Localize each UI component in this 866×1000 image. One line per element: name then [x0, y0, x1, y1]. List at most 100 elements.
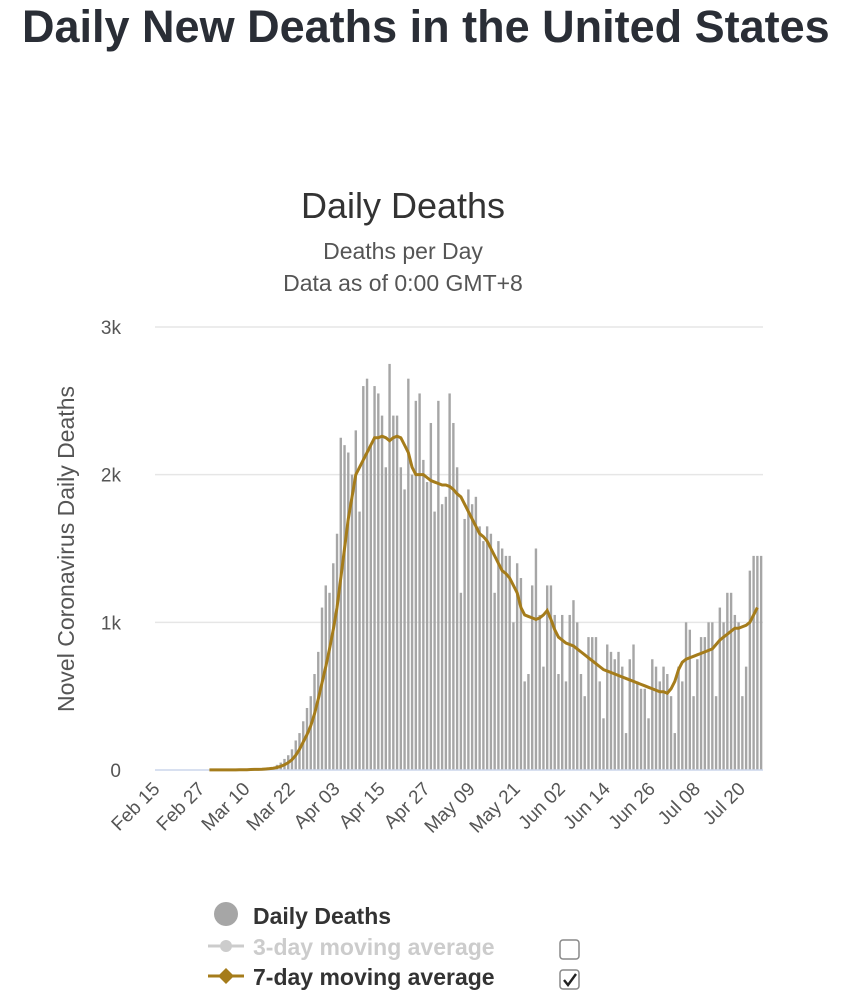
daily-deaths-bar [343, 445, 346, 770]
daily-deaths-bar [328, 592, 331, 770]
daily-deaths-bar [407, 378, 410, 770]
daily-deaths-bar [748, 570, 752, 770]
daily-deaths-bar [759, 555, 763, 770]
daily-deaths-bar [418, 393, 421, 770]
daily-deaths-bar [703, 637, 707, 770]
daily-deaths-bar [399, 467, 403, 770]
daily-deaths-bar [313, 674, 316, 770]
daily-deaths-bar [549, 585, 553, 770]
daily-deaths-bar [309, 696, 312, 770]
daily-deaths-bar [553, 614, 556, 770]
daily-deaths-bar [651, 659, 654, 770]
legend-label-daily-deaths: Daily Deaths [253, 903, 391, 929]
chart-data-timestamp: Data as of 0:00 GMT+8 [283, 270, 523, 296]
daily-deaths-bar [425, 482, 429, 770]
daily-deaths-bar [669, 696, 673, 770]
checkbox-3day-average[interactable] [559, 939, 580, 960]
daily-deaths-bar [636, 681, 639, 770]
daily-deaths-bar [576, 622, 579, 770]
legend-item-daily-deaths[interactable]: Daily Deaths [214, 902, 391, 929]
legend-item-3day-average[interactable]: 3-day moving average [208, 934, 495, 960]
daily-deaths-bar [339, 437, 342, 770]
daily-deaths-bar [470, 504, 474, 770]
daily-deaths-bar [437, 400, 440, 770]
daily-deaths-bar [403, 489, 406, 770]
daily-deaths-bar [444, 496, 448, 770]
grid-lines [155, 326, 763, 624]
daily-deaths-bar [684, 622, 688, 770]
daily-deaths-bar [666, 674, 669, 770]
daily-deaths-bar [508, 555, 511, 770]
daily-deaths-bar [373, 386, 376, 770]
page-title: Daily New Deaths in the United States [22, 1, 830, 52]
daily-deaths-bar [756, 555, 759, 770]
x-tick-label: Apr 03 [290, 779, 344, 833]
daily-deaths-bar [429, 422, 433, 770]
daily-deaths-bar [718, 607, 722, 770]
daily-deaths-bar [504, 555, 508, 770]
daily-deaths-bar [729, 592, 733, 770]
daily-deaths-bar [639, 688, 643, 770]
daily-deaths-bar [474, 496, 478, 770]
checkbox-7day-box[interactable] [559, 969, 580, 990]
daily-deaths-bar [350, 474, 354, 770]
daily-deaths-bar [452, 422, 455, 770]
daily-deaths-bar [598, 681, 601, 770]
x-tick-label: Jun 26 [605, 779, 660, 834]
checkbox-7day-average[interactable] [559, 969, 580, 990]
daily-deaths-bar [744, 666, 748, 770]
x-tick-label: Jun 02 [515, 779, 570, 834]
daily-deaths-bar [489, 533, 493, 770]
daily-deaths-bar [752, 555, 755, 770]
checkbox-3day-box[interactable] [559, 939, 580, 960]
daily-deaths-bar [512, 622, 515, 770]
daily-deaths-bar [568, 614, 571, 770]
daily-deaths-bar [545, 585, 549, 770]
daily-deaths-bar [699, 637, 703, 770]
daily-deaths-bar [317, 651, 320, 770]
daily-deaths-bar [365, 378, 369, 770]
daily-deaths-bar [523, 681, 526, 770]
y-tick-label: 3k [101, 318, 122, 339]
daily-deaths-bar [632, 644, 635, 770]
daily-deaths-bar [467, 489, 470, 770]
daily-deaths-bar [485, 526, 489, 770]
daily-deaths-bar [422, 459, 425, 770]
daily-deaths-bar [591, 637, 594, 770]
daily-deaths-bar [369, 445, 373, 770]
daily-deaths-bar [362, 386, 365, 770]
daily-deaths-bar [606, 644, 609, 770]
daily-deaths-bar [392, 415, 395, 770]
legend-item-7day-average[interactable]: 7-day moving average [208, 964, 495, 990]
daily-deaths-bar [534, 548, 538, 770]
daily-deaths-bar [621, 666, 624, 770]
daily-deaths-bar [335, 533, 339, 770]
daily-deaths-bar [354, 430, 357, 770]
daily-deaths-bar [583, 696, 586, 770]
legend-label-7day-average: 7-day moving average [253, 964, 495, 990]
daily-deaths-bar [677, 666, 680, 770]
daily-deaths-bar [564, 681, 568, 770]
moving-average-7-line [209, 434, 759, 772]
x-tick-label: Jul 08 [654, 779, 705, 830]
daily-deaths-bar [538, 614, 541, 770]
daily-deaths-bar [440, 504, 444, 770]
daily-deaths-bar [414, 400, 418, 770]
daily-deaths-bar [613, 659, 616, 770]
daily-deaths-bar [305, 707, 309, 770]
legend-label-3day-average: 3-day moving average [253, 934, 495, 960]
daily-deaths-bar [527, 674, 530, 770]
daily-deaths-bar [561, 614, 564, 770]
daily-deaths-bar [579, 674, 583, 770]
y-tick-label: 2k [101, 466, 122, 487]
daily-deaths-bar [515, 563, 519, 770]
daily-deaths-bar [302, 721, 305, 770]
chart-title: Daily Deaths [301, 185, 505, 226]
daily-deaths-bar [572, 600, 575, 770]
daily-deaths-bar [643, 688, 646, 770]
daily-deaths-bar [741, 696, 744, 770]
x-tick-label: Mar 22 [243, 779, 300, 836]
daily-deaths-bar [324, 585, 327, 770]
